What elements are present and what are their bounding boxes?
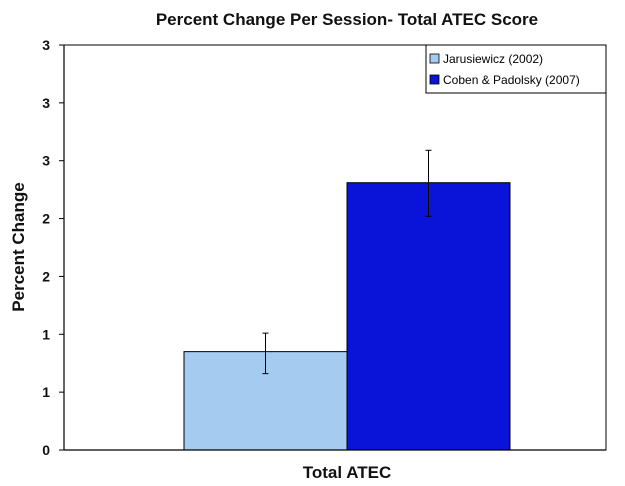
- legend-box: [425, 44, 607, 94]
- legend-swatch-coben-padolsky: [429, 74, 440, 85]
- y-tick-label: 2: [42, 211, 50, 227]
- bar-1-0: [346, 182, 511, 451]
- legend-swatch-jarusiewicz: [429, 53, 440, 64]
- y-axis-label: Percent Change: [9, 182, 28, 311]
- y-tick-label: 3: [42, 153, 50, 169]
- y-axis: 0 1 1 2 2 3 3 3: [42, 37, 64, 458]
- error-bars: [262, 149, 432, 375]
- y-tick-label: 3: [42, 95, 50, 111]
- chart-title: Percent Change Per Session- Total ATEC S…: [156, 10, 538, 29]
- x-axis-label: Total ATEC: [303, 463, 391, 482]
- legend-label-coben-padolsky: Coben & Padolsky (2007): [443, 73, 580, 87]
- y-tick-label: 2: [42, 268, 50, 284]
- legend-label-jarusiewicz: Jarusiewicz (2002): [443, 52, 543, 66]
- y-tick-label: 0: [42, 442, 50, 458]
- y-tick-label: 3: [42, 37, 50, 53]
- y-tick-label: 1: [42, 384, 50, 400]
- y-tick-label: 1: [42, 326, 50, 342]
- legend: Jarusiewicz (2002) Coben & Padolsky (200…: [425, 44, 607, 94]
